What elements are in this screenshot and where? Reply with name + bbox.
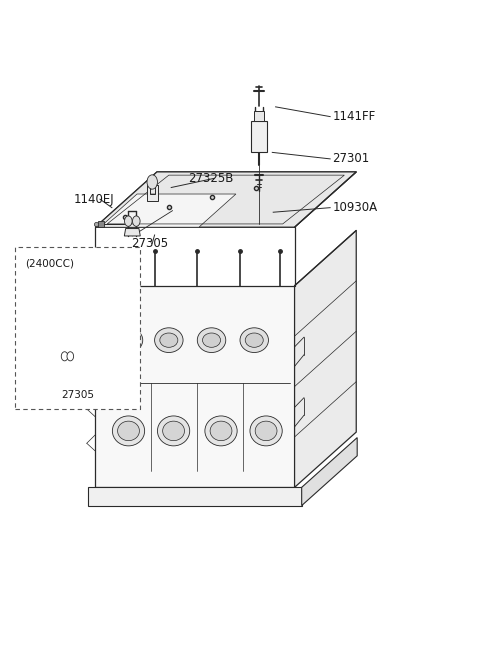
Ellipse shape bbox=[118, 421, 139, 441]
FancyBboxPatch shape bbox=[14, 247, 140, 409]
Text: (2400CC): (2400CC) bbox=[25, 258, 74, 268]
Ellipse shape bbox=[163, 421, 184, 441]
Circle shape bbox=[67, 352, 73, 361]
Ellipse shape bbox=[157, 416, 190, 446]
Circle shape bbox=[61, 352, 68, 361]
Polygon shape bbox=[96, 172, 356, 227]
Ellipse shape bbox=[155, 328, 183, 352]
Text: 1140EJ: 1140EJ bbox=[74, 193, 115, 206]
Ellipse shape bbox=[240, 328, 268, 352]
Text: 27325B: 27325B bbox=[188, 172, 233, 185]
Polygon shape bbox=[96, 286, 295, 487]
Ellipse shape bbox=[250, 416, 282, 446]
Polygon shape bbox=[124, 228, 140, 236]
Text: 27305: 27305 bbox=[61, 390, 94, 400]
Circle shape bbox=[124, 216, 132, 226]
Ellipse shape bbox=[210, 421, 232, 441]
Ellipse shape bbox=[255, 421, 277, 441]
Polygon shape bbox=[96, 172, 356, 227]
FancyBboxPatch shape bbox=[253, 112, 264, 121]
Text: 10930A: 10930A bbox=[333, 201, 378, 214]
Polygon shape bbox=[301, 438, 357, 506]
Polygon shape bbox=[146, 185, 158, 201]
Circle shape bbox=[132, 216, 140, 226]
Ellipse shape bbox=[203, 333, 220, 347]
FancyBboxPatch shape bbox=[252, 121, 266, 152]
Circle shape bbox=[147, 174, 157, 189]
Text: 27301: 27301 bbox=[333, 152, 370, 165]
Ellipse shape bbox=[114, 328, 143, 352]
Ellipse shape bbox=[205, 416, 237, 446]
Polygon shape bbox=[88, 487, 301, 506]
Ellipse shape bbox=[197, 328, 226, 352]
Polygon shape bbox=[100, 194, 236, 227]
Text: 1141FF: 1141FF bbox=[333, 110, 376, 123]
Ellipse shape bbox=[112, 416, 144, 446]
Ellipse shape bbox=[160, 333, 178, 347]
Polygon shape bbox=[295, 230, 356, 487]
Ellipse shape bbox=[120, 333, 138, 347]
Text: 27305: 27305 bbox=[131, 237, 168, 250]
Ellipse shape bbox=[245, 333, 263, 347]
